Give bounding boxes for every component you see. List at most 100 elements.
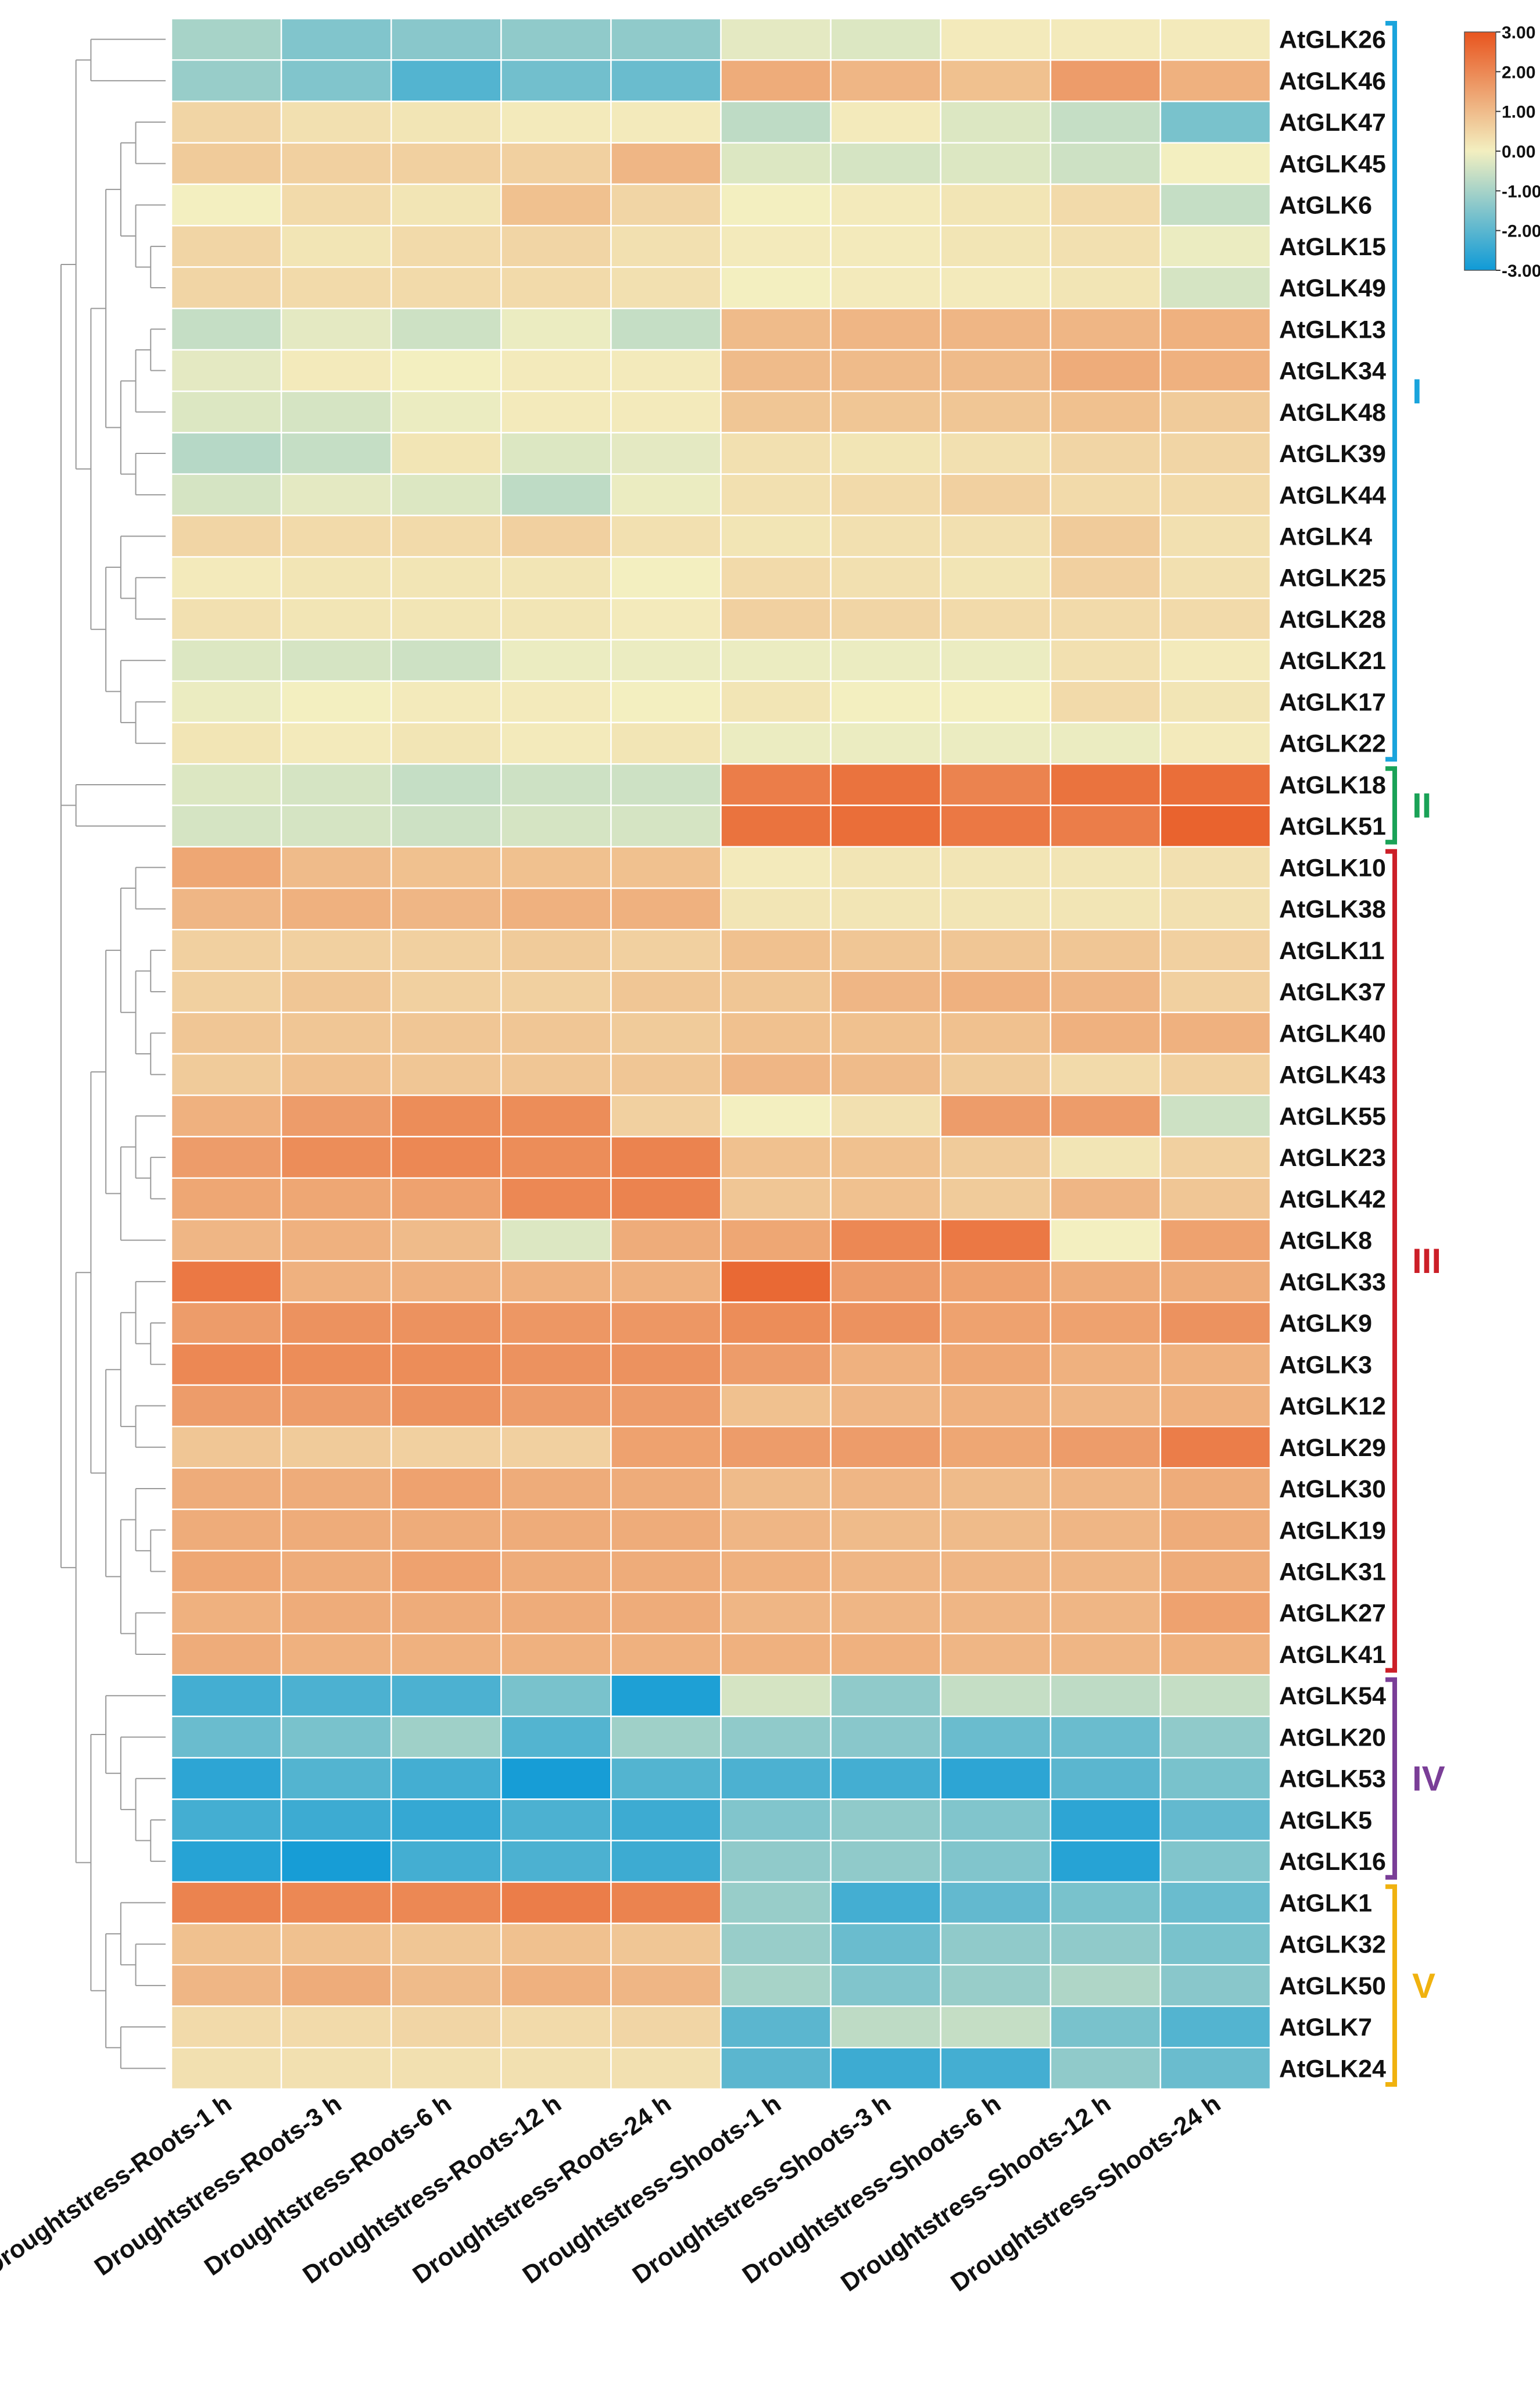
heatmap-cell (720, 680, 832, 724)
heatmap-cell (830, 142, 941, 185)
heatmap-cell (940, 1343, 1052, 1386)
heatmap-cell (500, 1922, 612, 1966)
heatmap-cell (720, 1508, 832, 1552)
heatmap-cell (500, 846, 612, 889)
heatmap-cell (390, 887, 502, 931)
group-label: II (1412, 786, 1431, 825)
group-label: III (1412, 1242, 1441, 1281)
heatmap-cell (940, 1591, 1052, 1635)
heatmap-cell (390, 680, 502, 724)
heatmap-cell (390, 1508, 502, 1552)
row-label: AtGLK10 (1279, 854, 1386, 882)
heatmap-cell (1159, 598, 1272, 641)
heatmap-cell (1159, 1881, 1272, 1925)
heatmap-cell (500, 1798, 612, 1841)
heatmap-cell (390, 142, 502, 185)
heatmap-cell (720, 1550, 832, 1593)
row-label: AtGLK18 (1279, 771, 1386, 799)
heatmap-cell (940, 1757, 1052, 1800)
heatmap-cell (830, 2005, 941, 2049)
heatmap-cell (280, 680, 392, 724)
heatmap-cell (170, 224, 282, 268)
heatmap-cell (500, 1508, 612, 1552)
heatmap-cell (170, 1384, 282, 1428)
heatmap-cell (610, 887, 722, 931)
heatmap-cell (390, 804, 502, 848)
heatmap-cell (170, 970, 282, 1014)
heatmap-cell (940, 390, 1052, 434)
heatmap-cell (1159, 432, 1272, 475)
heatmap-cell (1050, 59, 1162, 102)
heatmap-cell (830, 1260, 941, 1303)
row-dendrogram (60, 38, 166, 2069)
heatmap-cell (720, 1053, 832, 1096)
heatmap-cell (720, 887, 832, 931)
heatmap-cell (500, 101, 612, 144)
heatmap-cell (610, 266, 722, 309)
heatmap-cell (720, 17, 832, 61)
row-label: AtGLK49 (1279, 274, 1386, 302)
row-label: AtGLK50 (1279, 1972, 1386, 2000)
row-label: AtGLK42 (1279, 1185, 1386, 1213)
row-label: AtGLK22 (1279, 730, 1386, 758)
heatmap-cell (170, 17, 282, 61)
heatmap-cell (500, 183, 612, 227)
heatmap-cell (720, 763, 832, 806)
heatmap-cell (1159, 1094, 1272, 1138)
heatmap-cell (170, 266, 282, 309)
heatmap-cell (280, 2047, 392, 2090)
heatmap-cell (1159, 1633, 1272, 1676)
heatmap-cell (500, 17, 612, 61)
heatmap-cell (1159, 1964, 1272, 2007)
heatmap-cell (830, 1218, 941, 1262)
heatmap-cell (500, 1425, 612, 1469)
heatmap-cell (1050, 17, 1162, 61)
heatmap-cell (940, 887, 1052, 931)
heatmap-cell (830, 101, 941, 144)
heatmap-cell (720, 349, 832, 392)
heatmap-cell (500, 432, 612, 475)
heatmap-cell (170, 1425, 282, 1469)
row-label: AtGLK15 (1279, 233, 1386, 261)
heatmap-cell (1050, 639, 1162, 682)
heatmap-cell (500, 1094, 612, 1138)
heatmap-cell (500, 224, 612, 268)
heatmap-cell (280, 1633, 392, 1676)
heatmap-cell (390, 349, 502, 392)
heatmap-cell (1159, 1674, 1272, 1718)
heatmap-cell (610, 804, 722, 848)
heatmap-cell (610, 514, 722, 558)
heatmap-cell (1159, 473, 1272, 517)
color-scale-legend: 3.00 2.00 1.00 0.00 -1.00 -2.00 -3.00 (1464, 23, 1540, 281)
group-label: V (1412, 1966, 1435, 2005)
heatmap-cell (280, 804, 392, 848)
heatmap-cell (720, 1633, 832, 1676)
heatmap-cell (1159, 2047, 1272, 2090)
heatmap-cell (500, 1218, 612, 1262)
heatmap-cell (170, 556, 282, 599)
row-label: AtGLK32 (1279, 1931, 1386, 1959)
heatmap-cell (940, 224, 1052, 268)
heatmap-cell (940, 680, 1052, 724)
column-labels: Droughtstress-Roots-1 hDroughtstress-Roo… (0, 2090, 1226, 2297)
heatmap-cell (720, 1964, 832, 2007)
heatmap-cell (1159, 1384, 1272, 1428)
heatmap-cell (1050, 1715, 1162, 1759)
heatmap-cell (280, 1011, 392, 1055)
heatmap-cell (280, 390, 392, 434)
heatmap-cell (610, 307, 722, 351)
heatmap-cell (940, 763, 1052, 806)
heatmap-cell (280, 1508, 392, 1552)
heatmap-cell (390, 2005, 502, 2049)
heatmap-cell (390, 1633, 502, 1676)
heatmap-cell (170, 59, 282, 102)
heatmap-cell (1159, 887, 1272, 931)
heatmap-cell (720, 721, 832, 765)
heatmap-cell (720, 1757, 832, 1800)
heatmap-cell (830, 1425, 941, 1469)
heatmap-cell (720, 1840, 832, 1883)
heatmap-cell (940, 1467, 1052, 1510)
heatmap-cell (830, 1633, 941, 1676)
heatmap-cell (280, 1922, 392, 1966)
row-label: AtGLK47 (1279, 109, 1386, 137)
